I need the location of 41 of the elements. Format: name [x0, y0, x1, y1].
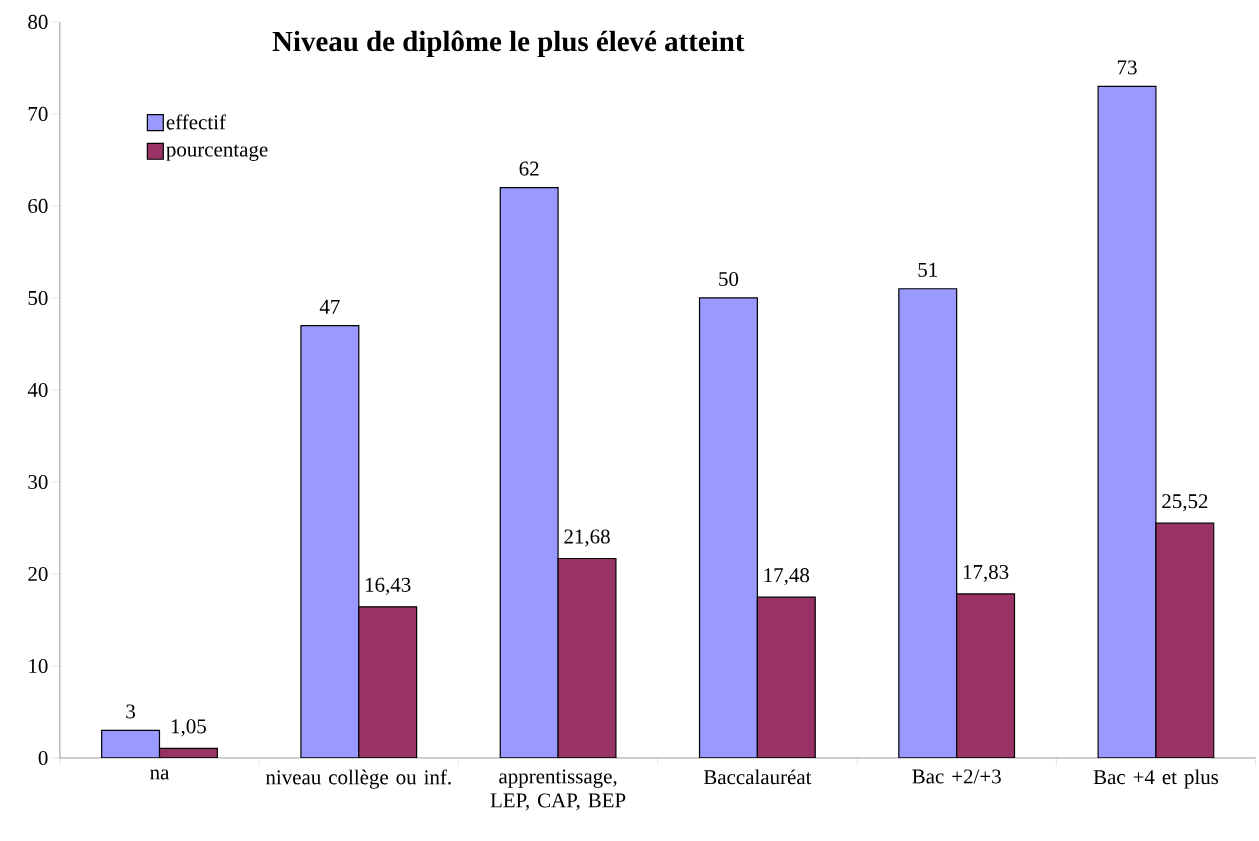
bar: [698, 297, 758, 759]
y-tick-label: 30: [28, 475, 48, 490]
legend-label: pourcentage: [166, 144, 268, 162]
data-label: 17,83: [963, 565, 1009, 583]
legend-label: effectif: [166, 114, 226, 130]
y-tick-label: 70: [28, 107, 48, 122]
bar: [499, 187, 559, 759]
bar: [898, 288, 958, 759]
data-label: 73: [1117, 60, 1137, 75]
bar: [101, 729, 161, 759]
bar: [1097, 85, 1157, 759]
y-tick-label: 0: [38, 751, 48, 766]
bar: [956, 593, 1016, 759]
data-label: 62: [519, 161, 539, 176]
bar: [358, 606, 418, 759]
data-label: 16,43: [365, 577, 411, 596]
y-tick-label: 60: [28, 199, 48, 214]
bar: [557, 558, 617, 759]
chart-title: Niveau de diplôme le plus élevé atteint: [272, 30, 745, 58]
data-label: 3: [126, 704, 135, 719]
data-label: 50: [719, 272, 739, 287]
data-label: 51: [918, 262, 937, 277]
y-tick-label: 40: [27, 383, 48, 398]
x-tick-label: niveau collège ou inf.: [265, 769, 451, 789]
data-label: 1,05: [171, 719, 206, 737]
data-label: 21,68: [564, 529, 610, 547]
y-tick-label: 20: [28, 567, 48, 582]
x-tick-label: Bac +4 et plus: [1093, 769, 1219, 789]
x-tick-label: Bac +2/+3: [912, 769, 1001, 784]
x-tick-label: na: [150, 769, 170, 780]
data-label: 17,48: [764, 568, 810, 586]
y-tick-label: 10: [29, 659, 48, 674]
y-tick-label: 50: [28, 291, 48, 306]
bar: [1155, 522, 1215, 759]
data-label: 47: [319, 299, 340, 314]
bar: [756, 596, 816, 759]
bar: [300, 325, 360, 759]
x-tick-label: apprentissage, LEP, CAP, BEP: [490, 769, 626, 811]
y-tick-label: 80: [28, 15, 48, 30]
data-label: 25,52: [1162, 494, 1208, 512]
x-tick-label: Baccalauréat: [703, 769, 812, 785]
